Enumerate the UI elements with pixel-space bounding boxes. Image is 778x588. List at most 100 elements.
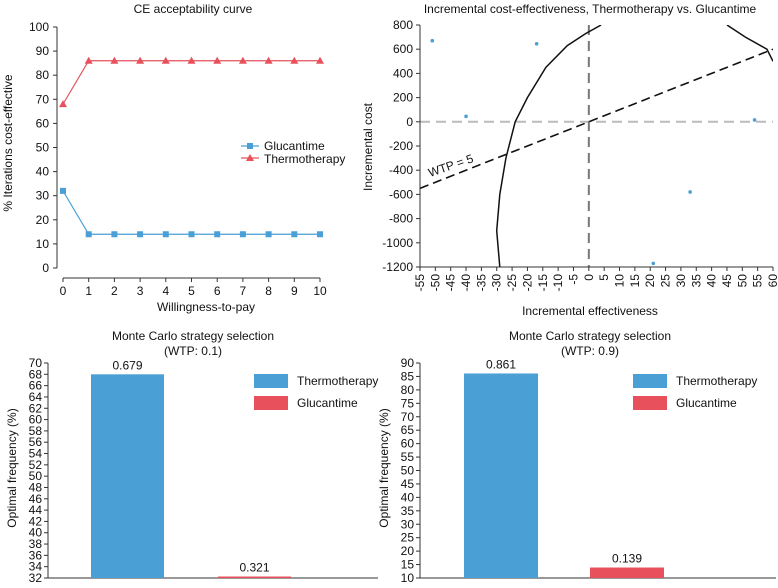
x-tick-label: 1: [85, 284, 92, 298]
y-tick-label: 40: [29, 526, 43, 540]
legend: Thermotherapy Glucantime: [633, 374, 757, 410]
y-axis-label: % Iterations cost-effective: [1, 74, 15, 212]
bar-thermotherapy: [91, 374, 164, 578]
plot-area: 0.679 0.321: [91, 358, 291, 578]
y-tick-label: 32: [29, 571, 43, 585]
y-tick-label: 70: [401, 410, 415, 424]
y-tick-label: 70: [36, 92, 50, 106]
axes: -1200-1000-800-600-400-2000200400600800-…: [382, 18, 778, 291]
x-tick-label: 50: [735, 274, 749, 288]
y-tick-label: 66: [29, 379, 43, 393]
x-tick-label: -55: [413, 274, 427, 292]
y-axis-label: Optimal frequency (%): [377, 408, 391, 527]
data-point-glucantime: [137, 231, 144, 238]
x-tick-label: 30: [674, 274, 688, 288]
wtp-threshold-line: [420, 48, 773, 190]
x-tick-label: 20: [643, 274, 657, 288]
x-tick-label: 3: [137, 284, 144, 298]
x-tick-label: 6: [214, 284, 221, 298]
y-tick-label: 36: [29, 548, 43, 562]
x-tick-label: 2: [111, 284, 118, 298]
y-tick-label: -1000: [382, 236, 413, 250]
x-axis-label: Willingness-to-pay: [157, 300, 255, 314]
legend-swatch-thermotherapy: [254, 374, 288, 388]
y-tick-label: 45: [401, 477, 415, 491]
y-tick-label: 20: [401, 544, 415, 558]
monte-carlo-wtp-0-9-panel: Monte Carlo strategy selection (WTP: 0.9…: [377, 329, 776, 585]
y-tick-label: -1200: [382, 260, 413, 274]
data-point-thermotherapy: [84, 56, 93, 64]
y-tick-label: 62: [29, 401, 43, 415]
confidence-ellipse-right-arc: [726, 25, 773, 62]
y-tick-label: 0: [406, 115, 413, 129]
x-tick-label: -40: [459, 274, 473, 292]
data-point-glucantime: [214, 231, 221, 238]
legend-swatch-glucantime: [254, 396, 288, 410]
chart-title: Incremental cost-effectiveness, Thermoth…: [424, 2, 757, 16]
bar-data-label: 0.861: [486, 357, 516, 371]
x-tick-label: -50: [428, 274, 442, 292]
y-tick-label: 80: [401, 383, 415, 397]
bar-data-label: 0.139: [612, 552, 642, 566]
x-tick-label: -30: [490, 274, 504, 292]
ce-acceptability-panel: CE acceptability curve Willingness-to-pa…: [1, 2, 345, 314]
x-tick-label: 0: [60, 284, 67, 298]
y-tick-label: 90: [401, 356, 415, 370]
x-tick-label: 35: [689, 274, 703, 288]
y-tick-label: 100: [29, 20, 49, 34]
y-tick-label: 600: [393, 42, 413, 56]
y-tick-label: 38: [29, 537, 43, 551]
x-tick-label: 0: [582, 274, 596, 281]
plot-area: [420, 25, 773, 267]
chart-title: CE acceptability curve: [134, 2, 253, 16]
scatter-point: [430, 38, 435, 43]
confidence-ellipse-left-arc: [495, 25, 602, 267]
y-tick-label: 25: [401, 531, 415, 545]
x-tick-label: 40: [705, 274, 719, 288]
y-tick-label: -800: [389, 212, 413, 226]
legend-swatch-square-icon: [247, 143, 253, 149]
x-tick-label: -25: [505, 274, 519, 292]
chart-subtitle: (WTP: 0.1): [164, 344, 222, 358]
y-tick-label: 80: [36, 68, 50, 82]
legend-entry-glucantime: Glucantime: [676, 396, 737, 410]
x-tick-label: 60: [766, 274, 778, 288]
data-point-thermotherapy: [136, 56, 145, 64]
data-point-glucantime: [291, 231, 298, 238]
x-tick-label: 8: [265, 284, 272, 298]
y-tick-label: 50: [401, 464, 415, 478]
data-point-thermotherapy: [110, 56, 119, 64]
y-axis-label: Optimal frequency (%): [5, 408, 19, 527]
legend-entry-thermotherapy: Thermotherapy: [297, 374, 378, 388]
y-tick-label: 70: [29, 356, 43, 370]
legend-entry-glucantime: Glucantime: [264, 139, 325, 153]
x-tick-label: 10: [613, 274, 627, 288]
data-point-thermotherapy: [238, 56, 247, 64]
y-tick-label: 200: [393, 91, 413, 105]
legend-swatch-thermotherapy: [633, 374, 667, 388]
y-tick-label: 0: [42, 261, 49, 275]
x-tick-label: -35: [474, 274, 488, 292]
scatter-point: [752, 118, 757, 122]
legend-swatch-glucantime: [633, 396, 667, 410]
data-point-thermotherapy: [264, 56, 273, 64]
axes: 0 10 20 30 40 50 60 70 80 90 100 0 1 2 3 4 5 6 7 8 9 10: [29, 20, 327, 298]
x-tick-label: 9: [291, 284, 298, 298]
y-tick-label: -600: [389, 187, 413, 201]
data-point-glucantime: [85, 231, 92, 238]
plot-area: 0.861 0.139: [464, 357, 664, 578]
x-tick-label: 5: [597, 274, 611, 281]
y-tick-label: 44: [29, 503, 43, 517]
y-axis-label: Incremental cost: [361, 102, 375, 191]
data-point-thermotherapy: [187, 56, 196, 64]
data-point-thermotherapy: [213, 56, 222, 64]
y-tick-label: 58: [29, 424, 43, 438]
y-tick-label: 50: [29, 469, 43, 483]
y-tick-label: -200: [389, 139, 413, 153]
bar-data-label: 0.679: [112, 358, 142, 372]
legend-entry-glucantime: Glucantime: [297, 396, 358, 410]
legend-entry-thermotherapy: Thermotherapy: [264, 152, 345, 166]
data-point-glucantime: [265, 231, 272, 238]
